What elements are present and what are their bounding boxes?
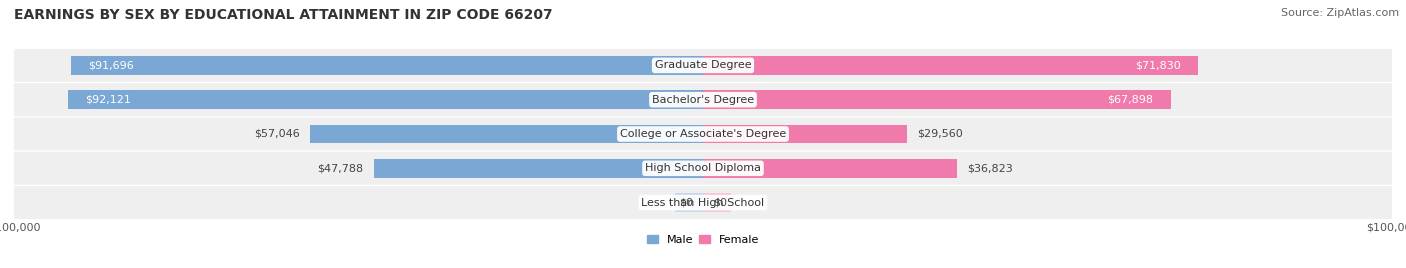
FancyBboxPatch shape bbox=[14, 118, 1392, 150]
Text: $67,898: $67,898 bbox=[1108, 95, 1153, 105]
Text: EARNINGS BY SEX BY EDUCATIONAL ATTAINMENT IN ZIP CODE 66207: EARNINGS BY SEX BY EDUCATIONAL ATTAINMEN… bbox=[14, 8, 553, 22]
Text: College or Associate's Degree: College or Associate's Degree bbox=[620, 129, 786, 139]
Text: Source: ZipAtlas.com: Source: ZipAtlas.com bbox=[1281, 8, 1399, 18]
Legend: Male, Female: Male, Female bbox=[647, 235, 759, 245]
Text: $0: $0 bbox=[679, 198, 693, 208]
Text: $71,830: $71,830 bbox=[1135, 60, 1181, 70]
Bar bbox=[72, 56, 703, 75]
FancyBboxPatch shape bbox=[14, 186, 1392, 219]
Text: $91,696: $91,696 bbox=[89, 60, 134, 70]
Text: High School Diploma: High School Diploma bbox=[645, 163, 761, 173]
FancyBboxPatch shape bbox=[14, 83, 1392, 116]
FancyBboxPatch shape bbox=[14, 49, 1392, 82]
Text: Bachelor's Degree: Bachelor's Degree bbox=[652, 95, 754, 105]
Text: $57,046: $57,046 bbox=[254, 129, 299, 139]
FancyBboxPatch shape bbox=[14, 152, 1392, 185]
Bar bbox=[675, 193, 703, 212]
Text: $92,121: $92,121 bbox=[86, 95, 131, 105]
Bar bbox=[69, 90, 703, 109]
Bar bbox=[374, 159, 703, 178]
Text: Graduate Degree: Graduate Degree bbox=[655, 60, 751, 70]
Text: $0: $0 bbox=[713, 198, 727, 208]
Bar bbox=[703, 193, 731, 212]
Bar bbox=[703, 159, 956, 178]
Text: Less than High School: Less than High School bbox=[641, 198, 765, 208]
Bar bbox=[309, 125, 703, 143]
Bar bbox=[703, 90, 1171, 109]
Bar bbox=[703, 125, 907, 143]
Bar bbox=[703, 56, 1198, 75]
Text: $47,788: $47,788 bbox=[318, 163, 363, 173]
Text: $29,560: $29,560 bbox=[917, 129, 963, 139]
Text: $36,823: $36,823 bbox=[967, 163, 1012, 173]
